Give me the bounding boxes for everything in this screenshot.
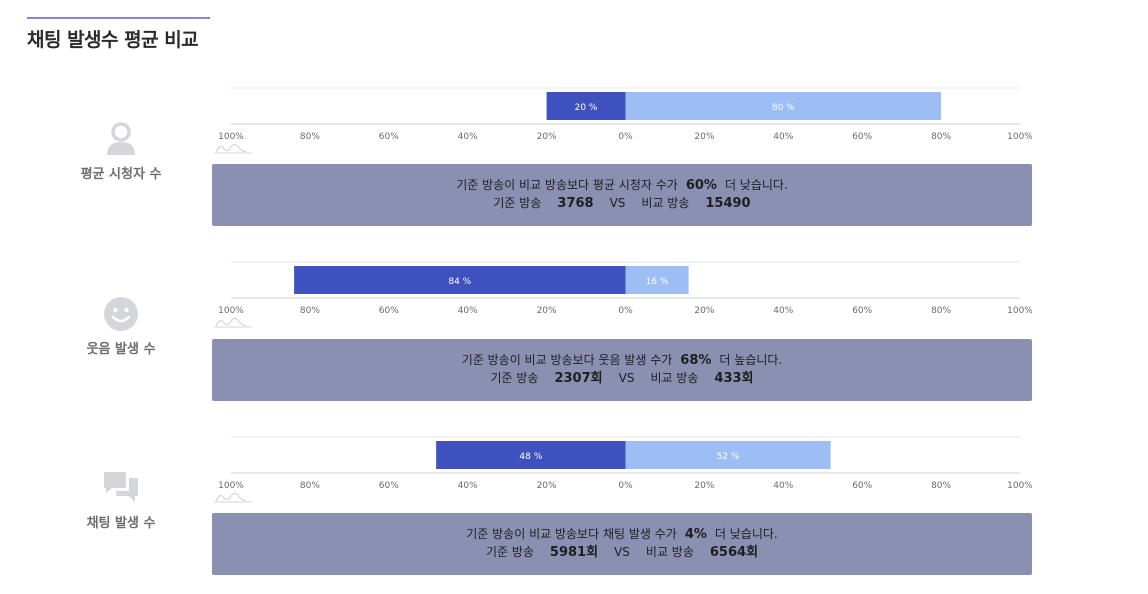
- axis-tick-label: 0%: [618, 306, 633, 316]
- base-value: 5981회: [549, 545, 599, 560]
- bar-label-base: 20 %: [575, 103, 598, 113]
- compare-label: 비교 방송: [641, 196, 690, 210]
- bar-compare-broadcast: [625, 92, 942, 120]
- summary-text: 기준 방송이 비교 방송보다 웃음 발생 수가: [461, 353, 673, 367]
- axis-tick-label: 80%: [300, 306, 320, 316]
- axis-tick-label: 100%: [218, 306, 244, 316]
- axis-tick-label: 60%: [852, 132, 872, 142]
- page-title: 채팅 발생수 평균 비교: [27, 29, 199, 51]
- comparison-summary: 기준 방송이 비교 방송보다 웃음 발생 수가 68% 더 높습니다. 기준 방송 2…: [212, 339, 1032, 401]
- chat-icon: [104, 472, 138, 502]
- vs-label: VS: [618, 371, 635, 385]
- summary-text: 기준 방송이 비교 방송보다 평균 시청자 수가: [456, 178, 678, 192]
- axis-tick-label: 40%: [773, 481, 793, 491]
- summary-percent: 60%: [685, 178, 717, 193]
- axis-tick-label: 80%: [300, 481, 320, 491]
- wave-mark-icon: [215, 317, 247, 327]
- axis-tick-label: 100%: [1007, 306, 1032, 316]
- axis-tick-label: 40%: [773, 132, 793, 142]
- compare-value: 6564회: [709, 545, 759, 560]
- axis-tick-label: 40%: [458, 132, 478, 142]
- axis-tick-label: 80%: [931, 132, 951, 142]
- base-label: 기준 방송: [490, 371, 539, 385]
- bar-label-compare: 52 %: [717, 452, 740, 462]
- axis-tick-label: 100%: [1007, 132, 1032, 142]
- base-label: 기준 방송: [485, 545, 534, 559]
- axis-tick-label: 20%: [537, 132, 557, 142]
- smile-icon: [104, 297, 138, 331]
- metric-label-block: 평균 시청자 수: [60, 121, 182, 182]
- compare-label: 비교 방송: [645, 545, 694, 559]
- axis-tick-label: 20%: [694, 132, 714, 142]
- axis-tick-label: 20%: [537, 306, 557, 316]
- axis-tick-label: 60%: [852, 481, 872, 491]
- summary-suffix: 더 높습니다.: [719, 353, 783, 367]
- compare-value: 15490: [705, 196, 751, 211]
- axis-tick-label: 100%: [218, 481, 244, 491]
- bar-base-broadcast: [436, 441, 626, 469]
- bar-label-compare: 16 %: [646, 277, 669, 287]
- metric-label-block: 웃음 발생 수: [60, 296, 182, 357]
- vs-label: VS: [609, 196, 626, 210]
- summary-percent: 68%: [680, 353, 712, 368]
- axis-tick-label: 100%: [1007, 481, 1032, 491]
- diverging-bar-chart: 48 % 52 % 100% 80% 60% 40% 20% 0% 20% 40% 60% 80% 10…: [212, 434, 1032, 509]
- axis-tick-label: 80%: [931, 481, 951, 491]
- summary-suffix: 더 낮습니다.: [714, 527, 778, 541]
- bar-base-broadcast: [546, 92, 626, 120]
- section-viewers: 평균 시청자 수 20 % 80 % 100% 80% 60% 40% 20% 0% 20% 40…: [0, 85, 1148, 245]
- axis-tick-label: 100%: [218, 132, 244, 142]
- axis-tick-label: 20%: [694, 481, 714, 491]
- bar-base-broadcast: [294, 266, 626, 294]
- axis-tick-label: 40%: [773, 306, 793, 316]
- axis-tick-label: 80%: [931, 306, 951, 316]
- axis-tick-label: 60%: [379, 306, 399, 316]
- bar-label-compare: 80 %: [772, 103, 795, 113]
- comparison-summary: 기준 방송이 비교 방송보다 평균 시청자 수가 60% 더 낮습니다. 기준 방송…: [212, 164, 1032, 226]
- axis-tick-label: 40%: [458, 481, 478, 491]
- section-laughs: 웃음 발생 수 84 % 16 % 100% 80% 60% 40% 20% 0% 20% 40%…: [0, 259, 1148, 419]
- base-value: 3768: [557, 196, 594, 211]
- section-chats: 채팅 발생 수 48 % 52 % 100% 80% 60% 40% 20% 0% 20% 40%…: [0, 434, 1148, 594]
- wave-mark-icon: [215, 143, 247, 153]
- axis-tick-label: 60%: [379, 481, 399, 491]
- base-label: 기준 방송: [493, 196, 542, 210]
- axis-tick-label: 20%: [537, 481, 557, 491]
- title-accent-line: [27, 17, 210, 19]
- compare-label: 비교 방송: [650, 371, 699, 385]
- diverging-bar-chart: 84 % 16 % 100% 80% 60% 40% 20% 0% 20% 40% 60% 80% 10…: [212, 259, 1032, 334]
- axis-tick-label: 60%: [852, 306, 872, 316]
- axis-tick-label: 0%: [618, 132, 633, 142]
- diverging-bar-chart: 20 % 80 % 100% 80% 60% 40% 20% 0% 20% 40% 60% 80% 10…: [212, 85, 1032, 160]
- comparison-summary: 기준 방송이 비교 방송보다 채팅 발생 수가 4% 더 낮습니다. 기준 방송 59…: [212, 513, 1032, 575]
- bar-label-base: 84 %: [448, 277, 471, 287]
- page-header: 채팅 발생수 평균 비교: [27, 17, 210, 52]
- chart-svg: 20 % 80 % 100% 80% 60% 40% 20% 0% 20% 40% 60% 80% 10…: [214, 87, 1032, 154]
- bar-compare-broadcast: [625, 441, 831, 469]
- summary-suffix: 더 낮습니다.: [724, 178, 788, 192]
- axis-tick-label: 40%: [458, 306, 478, 316]
- summary-text: 기준 방송이 비교 방송보다 채팅 발생 수가: [466, 527, 677, 541]
- axis-tick-label: 20%: [694, 306, 714, 316]
- bar-label-base: 48 %: [519, 452, 542, 462]
- user-icon: [107, 122, 135, 155]
- chart-svg: 84 % 16 % 100% 80% 60% 40% 20% 0% 20% 40% 60% 80% 10…: [214, 261, 1032, 328]
- axis-tick-label: 0%: [618, 481, 633, 491]
- summary-percent: 4%: [684, 527, 707, 542]
- bar-compare-broadcast: [625, 266, 689, 294]
- metric-label: 웃음 발생 수: [86, 342, 156, 357]
- vs-label: VS: [614, 545, 630, 559]
- axis-tick-label: 60%: [379, 132, 399, 142]
- metric-label-block: 채팅 발생 수: [60, 470, 182, 531]
- metric-label: 평균 시청자 수: [80, 167, 162, 182]
- metric-label: 채팅 발생 수: [86, 516, 156, 531]
- base-value: 2307회: [554, 371, 603, 386]
- chart-svg: 48 % 52 % 100% 80% 60% 40% 20% 0% 20% 40% 60% 80% 10…: [214, 436, 1032, 503]
- axis-tick-label: 80%: [300, 132, 320, 142]
- wave-mark-icon: [215, 492, 247, 502]
- compare-value: 433회: [714, 371, 754, 386]
